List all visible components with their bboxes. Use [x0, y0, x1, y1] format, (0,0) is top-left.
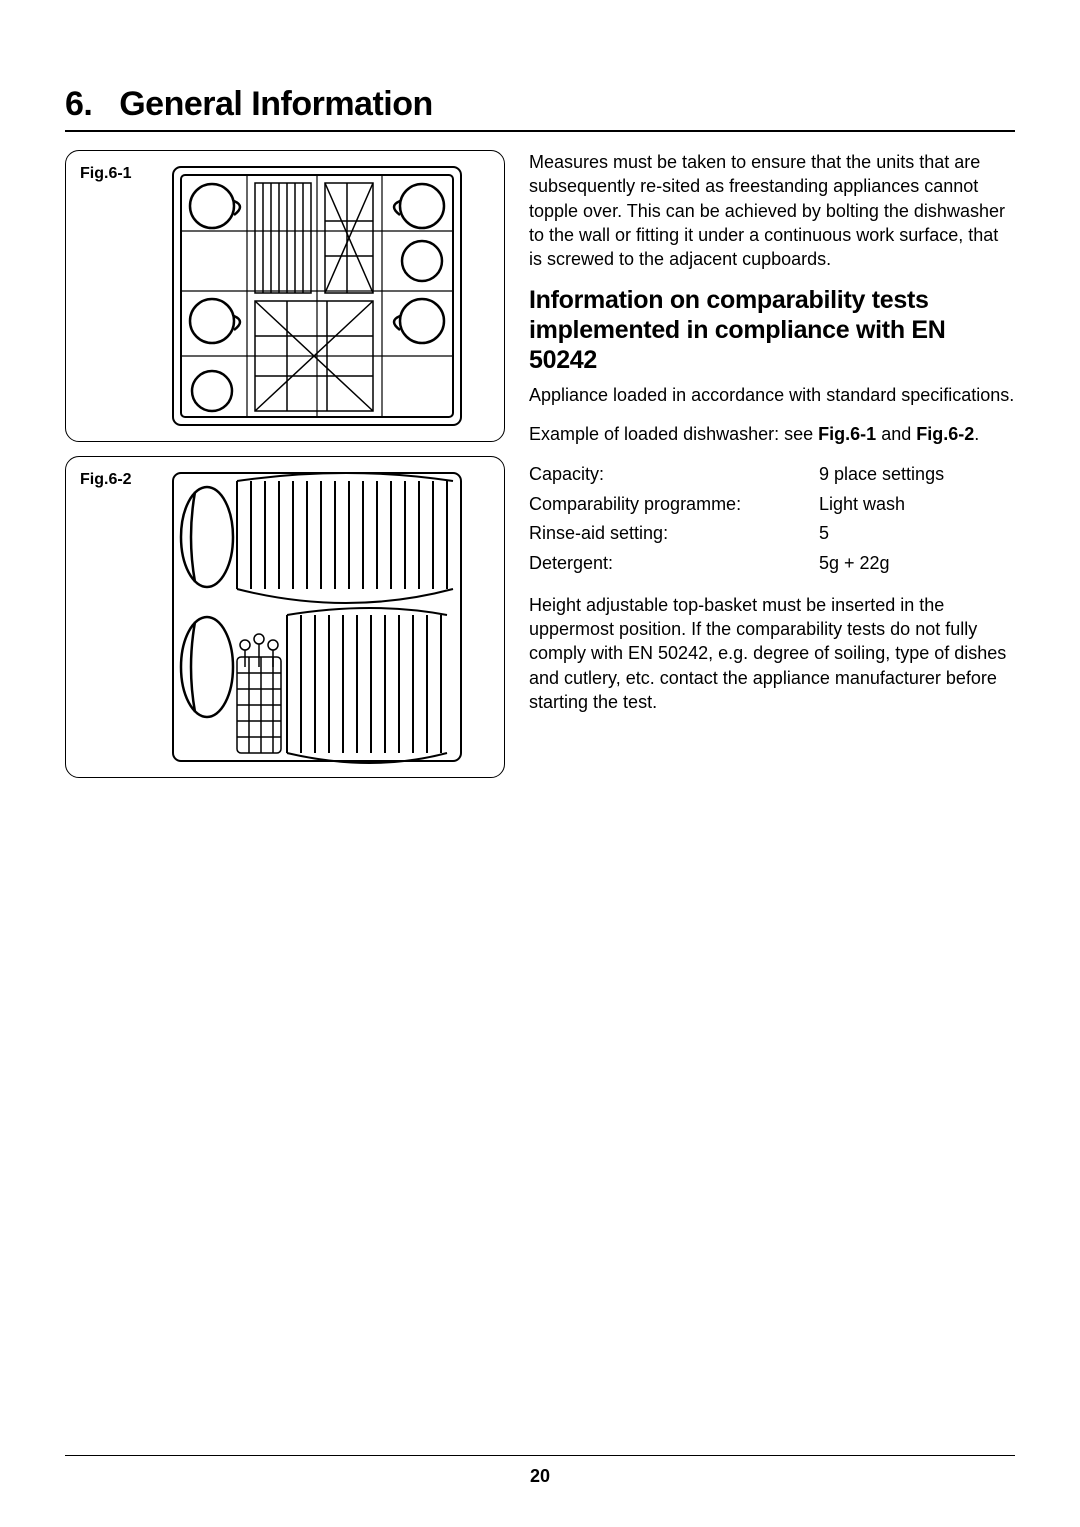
- spec-label: Comparability programme:: [529, 490, 819, 520]
- text-column: Measures must be taken to ensure that th…: [529, 150, 1015, 792]
- table-row: Comparability programme: Light wash: [529, 490, 1015, 520]
- figure-6-2-box: Fig.6-2: [65, 456, 505, 778]
- example-mid: and: [876, 424, 916, 444]
- page-number: 20: [65, 1455, 1015, 1487]
- figure-6-1-label: Fig.6-1: [80, 161, 132, 183]
- section-name: General Information: [119, 85, 433, 123]
- closing-paragraph: Height adjustable top-basket must be ins…: [529, 593, 1015, 714]
- intro-paragraph: Measures must be taken to ensure that th…: [529, 150, 1015, 271]
- spec-value: Light wash: [819, 490, 905, 520]
- example-paragraph: Example of loaded dishwasher: see Fig.6-…: [529, 422, 1015, 446]
- spec-label: Capacity:: [529, 460, 819, 490]
- figures-column: Fig.6-1: [65, 150, 505, 792]
- section-number: 6.: [65, 85, 92, 123]
- spec-value: 5: [819, 519, 829, 549]
- figure-6-1-box: Fig.6-1: [65, 150, 505, 442]
- table-row: Capacity: 9 place settings: [529, 460, 1015, 490]
- figure-6-2-illustration: [142, 467, 492, 767]
- example-ref-2: Fig.6-2: [916, 424, 974, 444]
- table-row: Rinse-aid setting: 5: [529, 519, 1015, 549]
- example-ref-1: Fig.6-1: [818, 424, 876, 444]
- example-prefix: Example of loaded dishwasher: see: [529, 424, 818, 444]
- section-title: 6. General Information: [65, 85, 1015, 132]
- spec-label: Detergent:: [529, 549, 819, 579]
- spec-label: Rinse-aid setting:: [529, 519, 819, 549]
- table-row: Detergent: 5g + 22g: [529, 549, 1015, 579]
- spec-value: 5g + 22g: [819, 549, 890, 579]
- figure-6-2-label: Fig.6-2: [80, 467, 132, 489]
- spec-value: 9 place settings: [819, 460, 944, 490]
- spec-table: Capacity: 9 place settings Comparability…: [529, 460, 1015, 579]
- subheading: Information on comparability tests imple…: [529, 285, 1015, 375]
- loaded-paragraph: Appliance loaded in accordance with stan…: [529, 383, 1015, 407]
- example-suffix: .: [974, 424, 979, 444]
- content-columns: Fig.6-1: [65, 150, 1015, 792]
- figure-6-1-illustration: [142, 161, 492, 431]
